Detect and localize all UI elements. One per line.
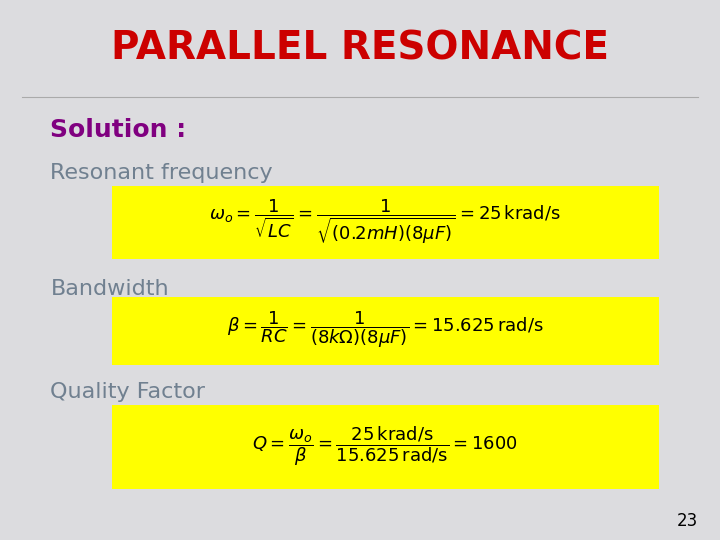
Text: Solution :: Solution : (50, 118, 186, 141)
Text: $Q = \dfrac{\omega_o}{\beta} = \dfrac{25\,\mathrm{krad/s}}{15.625\,\mathrm{rad/s: $Q = \dfrac{\omega_o}{\beta} = \dfrac{25… (252, 425, 518, 468)
Text: $\beta = \dfrac{1}{RC} = \dfrac{1}{(8k\Omega)(8\mu F)} = 15.625\,\mathrm{rad/s}$: $\beta = \dfrac{1}{RC} = \dfrac{1}{(8k\O… (227, 309, 544, 350)
Text: Bandwidth: Bandwidth (50, 279, 169, 299)
Text: $\omega_o = \dfrac{1}{\sqrt{LC}} = \dfrac{1}{\sqrt{(0.2mH)(8\mu F)}} = 25\,\math: $\omega_o = \dfrac{1}{\sqrt{LC}} = \dfra… (210, 198, 561, 246)
Text: Resonant frequency: Resonant frequency (50, 163, 273, 183)
FancyBboxPatch shape (112, 297, 659, 364)
Text: Quality Factor: Quality Factor (50, 381, 205, 402)
Text: 23: 23 (677, 512, 698, 530)
FancyBboxPatch shape (112, 405, 659, 489)
FancyBboxPatch shape (112, 186, 659, 259)
Text: PARALLEL RESONANCE: PARALLEL RESONANCE (111, 30, 609, 68)
